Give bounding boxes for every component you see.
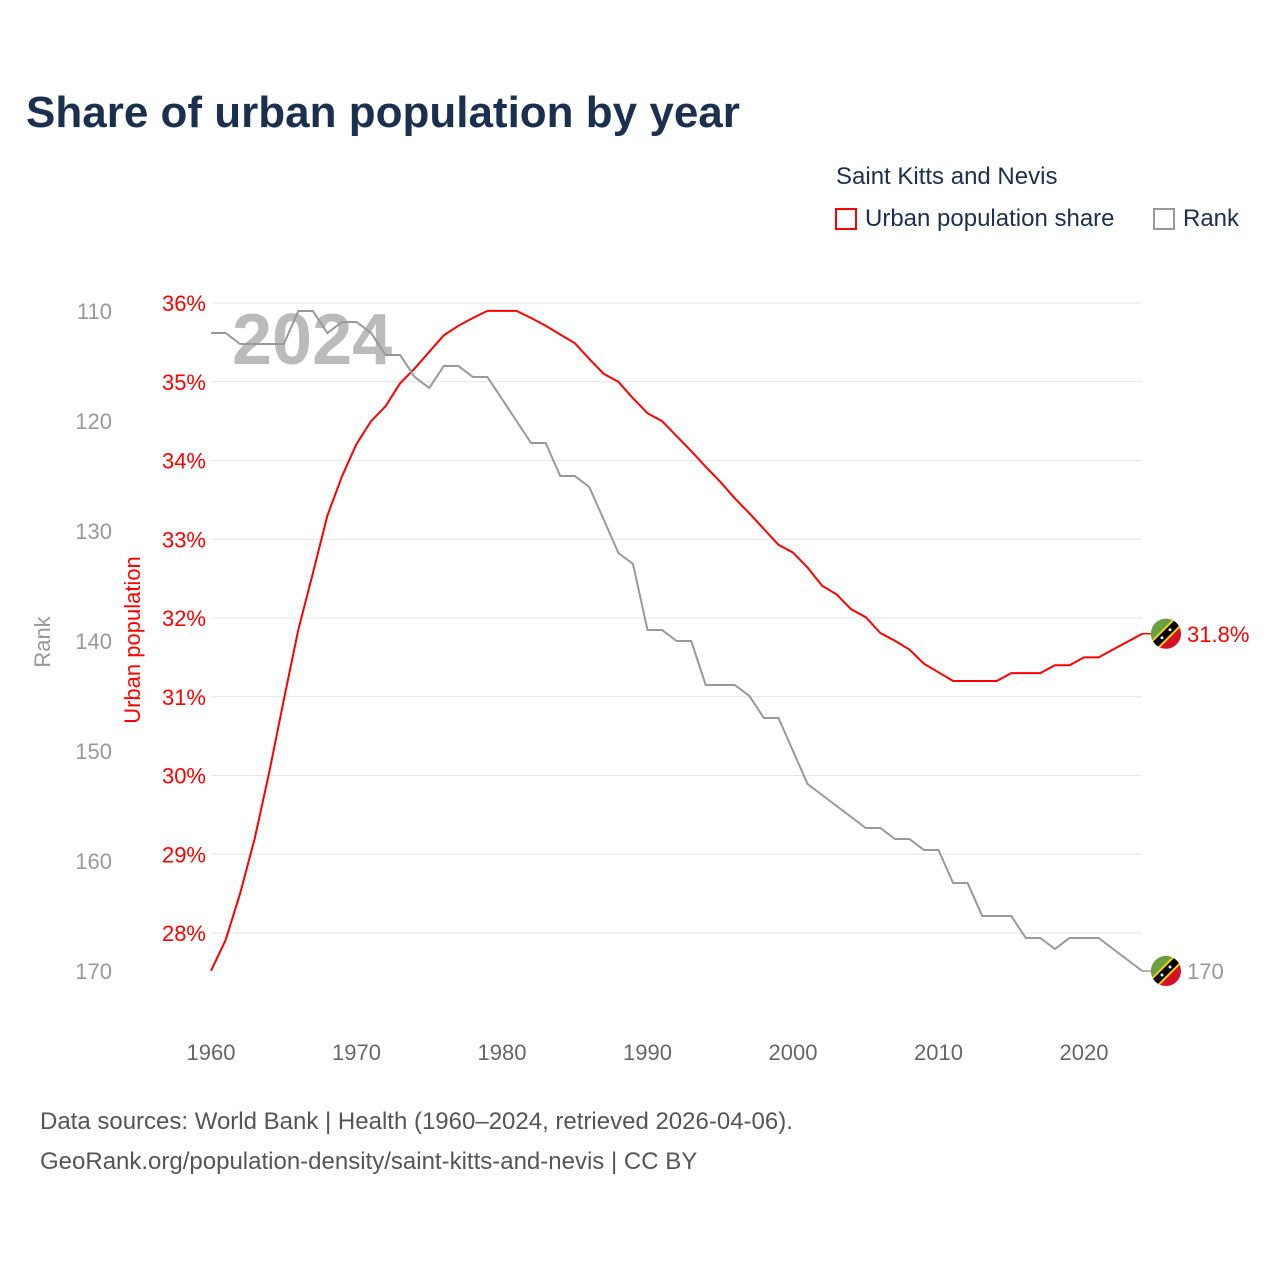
legend-swatch-gray: [1153, 208, 1175, 230]
x-tick-label: 1960: [187, 1040, 236, 1065]
x-tick-label: 2000: [769, 1040, 818, 1065]
y-tick-label: 34%: [162, 449, 206, 474]
rank-tick-label: 150: [75, 739, 112, 764]
source-line-2[interactable]: GeoRank.org/population-density/saint-kit…: [40, 1148, 698, 1175]
legend-label: Rank: [1183, 205, 1240, 232]
x-tick-label: 1970: [332, 1040, 381, 1065]
y-tick-label: 31%: [162, 685, 206, 710]
year-watermark: 2024: [232, 300, 392, 380]
rank-tick-label: 120: [75, 409, 112, 434]
legend-label: Urban population share: [865, 205, 1115, 232]
y-tick-label: 30%: [162, 764, 206, 789]
y-tick-label: 32%: [162, 606, 206, 631]
x-tick-label: 1980: [478, 1040, 527, 1065]
end-value-label: 31.8%: [1187, 622, 1249, 647]
source-line-1: Data sources: World Bank | Health (1960–…: [40, 1108, 793, 1135]
legend-item-rank[interactable]: Rank: [1153, 205, 1239, 233]
urban-share-line: [210, 309, 1143, 972]
y-tick-label: 29%: [162, 842, 206, 867]
rank-tick-label: 170: [75, 959, 112, 984]
y-tick-label: 35%: [162, 370, 206, 395]
flag-icon: [1151, 618, 1181, 649]
legend-swatch-red: [835, 208, 857, 230]
rank-tick-label: 140: [75, 629, 112, 654]
y-tick-label: 33%: [162, 527, 206, 552]
rank-tick-label: 110: [77, 299, 112, 324]
rank-line: [211, 310, 1143, 972]
legend-item-urban-share[interactable]: Urban population share: [835, 205, 1115, 233]
x-tick-label: 1990: [623, 1040, 672, 1065]
y-axis-label: Urban population: [120, 556, 145, 724]
rank-axis-label: Rank: [30, 615, 55, 667]
end-value-label: 170: [1187, 959, 1224, 984]
y-tick-label: 28%: [162, 921, 206, 946]
flag-icon: [1151, 956, 1181, 986]
rank-tick-label: 160: [75, 849, 112, 874]
x-tick-label: 2020: [1060, 1040, 1109, 1065]
x-tick-label: 2010: [914, 1040, 963, 1065]
chart-title: Share of urban population by year: [26, 88, 740, 137]
y-tick-label: 36%: [162, 291, 206, 316]
rank-tick-label: 130: [75, 519, 112, 544]
legend-country: Saint Kitts and Nevis: [836, 163, 1058, 190]
